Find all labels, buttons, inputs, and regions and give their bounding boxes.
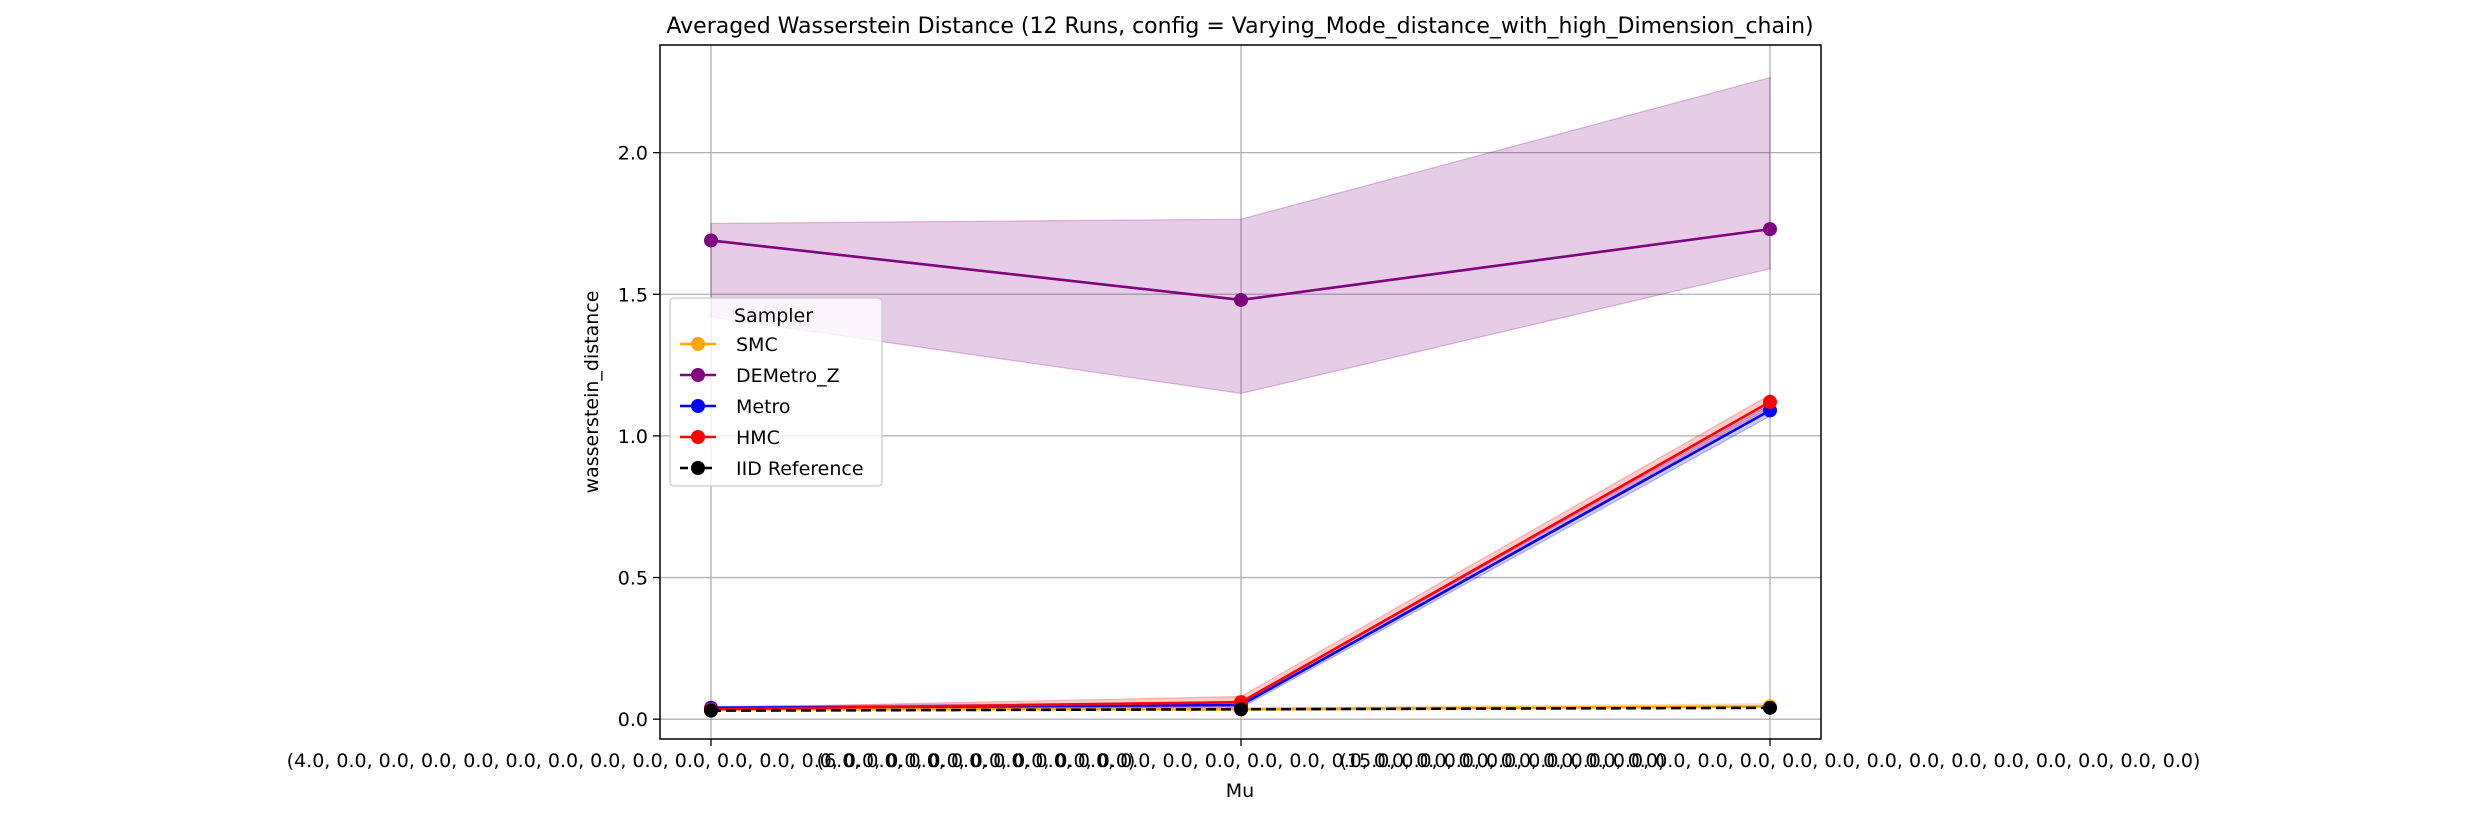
legend-title: Sampler bbox=[734, 305, 813, 327]
hmc-point bbox=[1763, 394, 1777, 409]
legend: Sampler SMC DEMetro_Z Metro HMC IID Reference bbox=[669, 297, 883, 487]
legend-box bbox=[669, 297, 883, 487]
y-tick-label: 2.0 bbox=[618, 143, 648, 165]
legend-label-metro: Metro bbox=[736, 396, 791, 418]
chart-title: Averaged Wasserstein Distance (12 Runs, … bbox=[666, 14, 1813, 39]
demetro-z-point bbox=[1763, 222, 1777, 237]
iid-reference-point bbox=[1763, 700, 1777, 715]
demetro-z-point bbox=[704, 233, 718, 248]
y-tick-label: 0.5 bbox=[618, 568, 648, 590]
legend-label-demetro-z: DEMetro_Z bbox=[736, 365, 840, 387]
x-axis-label: Mu bbox=[1226, 780, 1254, 802]
iid-reference-point bbox=[704, 703, 718, 718]
legend-marker-iid-reference bbox=[691, 461, 705, 475]
legend-marker-smc bbox=[691, 337, 705, 351]
legend-marker-hmc bbox=[691, 430, 705, 444]
x-tick-label: (6.0, 0.0, 0.0, 0.0, 0.0, 0.0, 0.0, 0.0,… bbox=[817, 750, 1666, 772]
legend-marker-demetro-z bbox=[691, 368, 705, 382]
y-tick-label: 1.5 bbox=[618, 284, 648, 306]
y-tick-label: 0.0 bbox=[618, 709, 648, 731]
legend-label-smc: SMC bbox=[736, 334, 778, 356]
y-tick-label: 1.0 bbox=[618, 426, 648, 448]
x-axis: (4.0, 0.0, 0.0, 0.0, 0.0, 0.0, 0.0, 0.0,… bbox=[287, 739, 2201, 772]
demetro-z-point bbox=[1234, 292, 1248, 307]
legend-label-iid-reference: IID Reference bbox=[736, 458, 864, 480]
y-axis: 0.0 0.5 1.0 1.5 2.0 bbox=[618, 143, 660, 731]
iid-reference-point bbox=[1234, 702, 1248, 717]
x-tick-label: (15.0, 0.0, 0.0, 0.0, 0.0, 0.0, 0.0, 0.0… bbox=[1340, 750, 2201, 772]
legend-marker-metro bbox=[691, 399, 705, 413]
x-tick-label: (4.0, 0.0, 0.0, 0.0, 0.0, 0.0, 0.0, 0.0,… bbox=[287, 750, 1136, 772]
series-points bbox=[704, 222, 1777, 718]
legend-label-hmc: HMC bbox=[736, 427, 780, 449]
y-axis-label: wasserstein_distance bbox=[581, 291, 603, 494]
